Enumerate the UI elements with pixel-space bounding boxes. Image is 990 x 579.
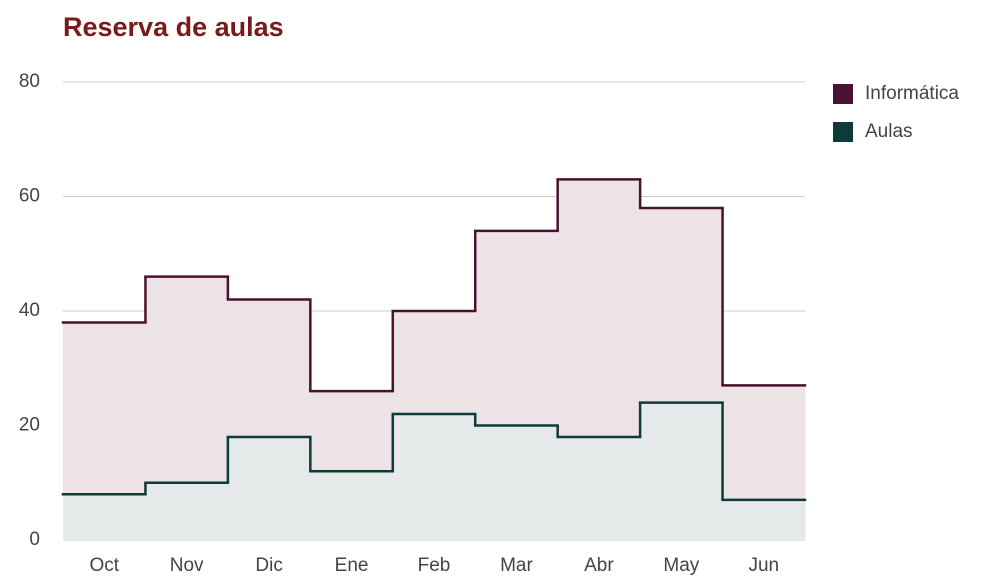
y-tick-label: 60 <box>19 186 40 207</box>
x-tick-label: Jun <box>748 555 779 576</box>
area-fill <box>475 425 559 540</box>
x-tick-label: Feb <box>418 555 451 576</box>
x-tick-label: Mar <box>500 555 533 576</box>
x-tick-label: Abr <box>584 555 614 576</box>
area-fill <box>227 436 311 540</box>
chart-title: Reserva de aulas <box>63 12 284 42</box>
area-fill <box>392 414 476 540</box>
legend-swatch <box>833 84 853 104</box>
y-tick-label: 40 <box>19 300 40 321</box>
x-tick-label: Dic <box>255 555 282 576</box>
y-tick-label: 20 <box>19 415 40 436</box>
area-fill <box>557 436 641 540</box>
area-fill <box>722 499 806 540</box>
legend-label: Informática <box>865 83 959 104</box>
y-tick-label: 0 <box>29 529 40 550</box>
area-fill <box>310 471 394 540</box>
y-tick-label: 80 <box>19 71 40 92</box>
area-fill <box>63 494 146 540</box>
x-tick-label: Nov <box>170 555 204 576</box>
area-fill <box>640 402 724 540</box>
area-fill <box>145 482 229 540</box>
legend-swatch <box>833 122 853 142</box>
legend-label: Aulas <box>865 121 913 142</box>
x-tick-label: May <box>663 555 699 576</box>
x-tick-label: Oct <box>89 555 119 576</box>
x-tick-label: Ene <box>335 555 369 576</box>
